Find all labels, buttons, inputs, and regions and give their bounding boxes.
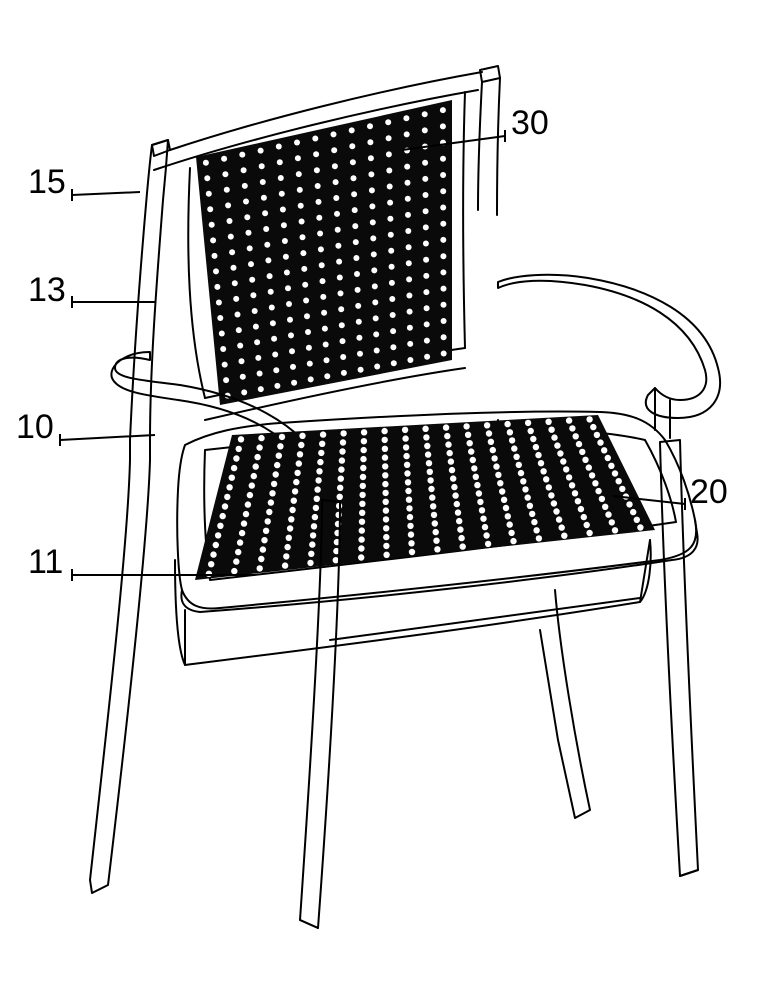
ref-13: 13 (28, 271, 66, 310)
ref-30: 30 (511, 104, 549, 143)
ref-10: 10 (16, 408, 54, 447)
chair-drawing (0, 0, 779, 1000)
ref-11: 11 (28, 543, 63, 582)
ref-20: 20 (690, 473, 728, 512)
figure-canvas: 30 15 13 10 11 20 (0, 0, 779, 1000)
ref-15: 15 (28, 163, 66, 202)
